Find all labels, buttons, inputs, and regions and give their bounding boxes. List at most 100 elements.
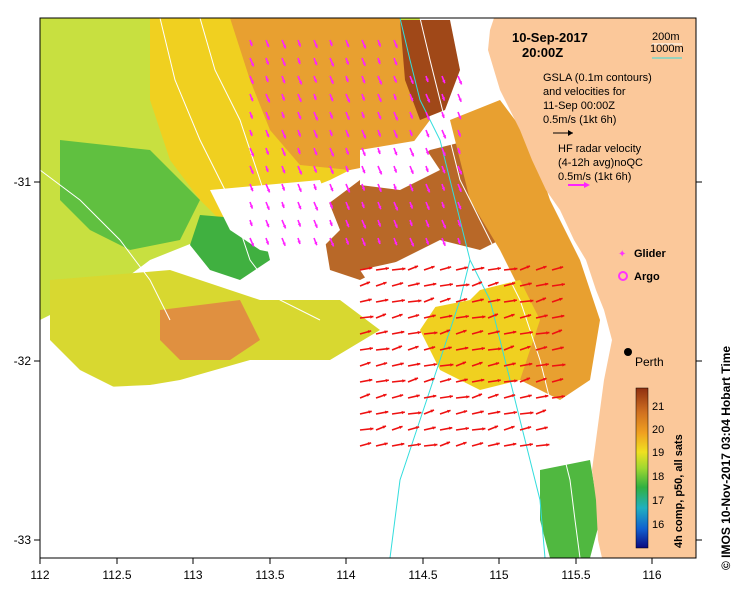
current-arrow-head [480, 378, 485, 382]
current-arrow-head [560, 314, 565, 318]
hf-radar-arrow-head [409, 115, 413, 119]
current-arrow-head [382, 313, 386, 317]
current-arrow-head [480, 298, 484, 302]
hf-radar-arrow-head [362, 134, 366, 139]
current-arrow-head [431, 377, 435, 382]
x-tick-label: 116 [642, 568, 661, 582]
current-arrow-head [479, 330, 484, 334]
hf-radar-arrow-head [281, 97, 285, 101]
hf-radar-arrow-head [425, 78, 429, 82]
colorbar-tick-20: 20 [652, 424, 664, 436]
current-arrow-head [511, 394, 516, 398]
colorbar-tick-21: 21 [652, 401, 664, 413]
current-arrow-head [560, 346, 564, 350]
x-tick-label: 115.5 [561, 568, 590, 582]
y-axis: -31 -32 -33 [14, 175, 702, 547]
current-arrow-head [546, 443, 550, 447]
hf-radar-arrow-head [458, 205, 462, 210]
hf-radar-arrow-head [345, 151, 349, 155]
current-arrow-head [431, 346, 436, 350]
current-arrow-head [530, 411, 534, 415]
current-arrow-head [417, 330, 421, 335]
hf-radar-arrow-head [345, 61, 349, 65]
hf-radar-arrow-head [330, 80, 334, 84]
hf-radar-arrow-head [362, 242, 366, 246]
hf-radar-arrow-head [410, 242, 414, 247]
current-arrow-head [478, 281, 482, 285]
current-arrow-head [400, 330, 405, 334]
hf-radar-arrow-head [282, 79, 286, 84]
hf-radar-arrow-head [378, 115, 382, 120]
current-arrow-head [399, 394, 404, 398]
current-arrow-head [367, 361, 371, 366]
current-arrow-head [466, 395, 470, 399]
current-arrow-head [511, 313, 515, 318]
current-arrow-head [448, 314, 453, 318]
legend-1000m: 1000m [650, 43, 684, 55]
gsla-line-2: and velocities for [543, 86, 626, 98]
hf-radar-arrow-head [361, 114, 365, 118]
hf-radar-arrow-head [298, 205, 302, 210]
hf-radar-arrow-head [314, 224, 318, 228]
hf-radar-arrow-head [249, 222, 253, 226]
current-arrow-head [558, 329, 562, 333]
current-arrow-head [398, 345, 402, 349]
hf-radar-arrow-head [377, 150, 381, 154]
hf-radar-arrow-head [329, 222, 333, 226]
current-arrow-head [416, 282, 420, 286]
hf-radar-arrow-head [458, 115, 462, 120]
current-arrow-head [495, 393, 499, 398]
current-arrow-head [447, 378, 452, 382]
hf-radar-arrow-head [282, 134, 286, 139]
hf-radar-arrow-head [378, 170, 382, 175]
current-arrow-head [450, 363, 454, 367]
hf-radar-arrow-head [426, 116, 430, 120]
hf-radar-arrow-head [329, 132, 333, 136]
y-tick-label: -33 [14, 533, 32, 547]
current-arrow-head [370, 315, 374, 319]
legend-200m: 200m [652, 31, 680, 43]
hf-radar-arrow-head [298, 170, 302, 175]
sst-patch-orange-coast [450, 100, 600, 400]
hf-radar-arrow-head [250, 187, 254, 192]
hf-radar-arrow-head [266, 98, 270, 103]
hf-radar-arrow-head [297, 60, 301, 64]
gsla-contour-3 [40, 169, 171, 321]
current-arrow-head [528, 362, 533, 366]
hf-radar-arrow-head [281, 114, 285, 118]
current-arrow-head [384, 410, 389, 414]
current-arrow-head [430, 297, 434, 301]
gsla-line-4: 0.5m/s (1kt 6h) [543, 114, 616, 126]
hf-radar-arrow-head [314, 241, 318, 246]
hf-radar-arrow-head [409, 132, 413, 136]
hf-radar-arrow-head [394, 151, 398, 156]
sst-patch-yellow-coast [420, 280, 540, 390]
hf-radar-arrow-head [330, 170, 334, 174]
hf-radar-arrow-head [265, 78, 269, 82]
current-arrows [359, 265, 566, 447]
hf-radar-arrow-head [441, 204, 445, 208]
hf-radar-arrow-head [282, 224, 286, 229]
hf-radar-arrow-head [265, 61, 269, 65]
hf-radar-arrow-head [345, 241, 349, 245]
colorbar-label: 4h comp, p50, all sats [673, 434, 685, 548]
hf-radar-arrow-head [362, 79, 366, 84]
current-arrow-head [416, 394, 420, 398]
x-tick-label: 112.5 [102, 568, 131, 582]
hf-radar-arrow-head [282, 44, 286, 49]
current-arrow-head [496, 410, 501, 414]
current-arrow-head [384, 330, 388, 334]
current-arrow-head [366, 281, 370, 285]
hf-radar-arrow-head [298, 80, 302, 85]
current-arrow-head [418, 411, 422, 415]
hf-radar-arrow-head [282, 169, 286, 174]
hf-radar-arrow-head [394, 241, 398, 246]
current-arrow-head [434, 443, 438, 447]
current-arrow-head [367, 330, 372, 334]
current-arrow-head [545, 362, 549, 367]
hf-radar-arrow-head [378, 205, 382, 210]
sst-patch-orange-south [160, 300, 260, 360]
hf-radar-arrow-head [346, 98, 350, 103]
current-arrow-head [415, 345, 419, 350]
current-arrow-head [529, 442, 533, 447]
